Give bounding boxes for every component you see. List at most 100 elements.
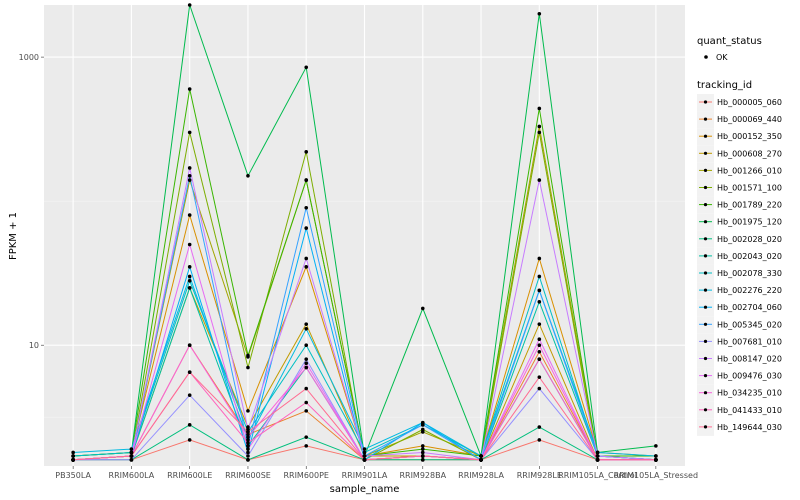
data-point bbox=[246, 438, 250, 442]
data-point bbox=[246, 454, 250, 458]
data-point bbox=[537, 288, 542, 293]
legend-color-entries: Hb_000005_060 Hb_000069_440 Hb_000152_350 H… bbox=[697, 94, 782, 436]
legend-point-key bbox=[703, 374, 708, 378]
data-point bbox=[420, 427, 425, 432]
legend-series-label: Hb_041433_010 bbox=[717, 406, 782, 415]
data-point bbox=[246, 447, 250, 451]
data-point bbox=[304, 65, 309, 70]
legend-point-key bbox=[703, 254, 708, 258]
data-point bbox=[479, 458, 483, 462]
data-point bbox=[246, 435, 250, 439]
data-point bbox=[246, 432, 250, 437]
data-point bbox=[246, 444, 250, 448]
data-point bbox=[537, 349, 542, 354]
data-point bbox=[654, 454, 658, 458]
legend-shape-label: OK bbox=[716, 53, 728, 62]
data-point bbox=[537, 438, 542, 442]
data-point bbox=[420, 447, 425, 451]
data-point bbox=[537, 124, 542, 129]
data-point bbox=[537, 130, 542, 135]
data-point bbox=[362, 454, 367, 458]
legend-shape-entries: OK bbox=[704, 53, 728, 62]
legend-series-label: Hb_009476_030 bbox=[717, 372, 782, 381]
data-point bbox=[537, 274, 542, 279]
legend-point-key bbox=[703, 271, 708, 275]
data-point bbox=[304, 444, 309, 448]
x-tick-label: RRIM600LE bbox=[167, 471, 212, 480]
data-point bbox=[129, 450, 134, 455]
data-point bbox=[187, 274, 192, 279]
data-point bbox=[420, 454, 425, 458]
data-point bbox=[246, 353, 250, 358]
data-point bbox=[187, 130, 192, 135]
legend-point-key bbox=[703, 220, 708, 224]
legend-point-key bbox=[703, 117, 708, 121]
data-point bbox=[304, 178, 309, 182]
data-point bbox=[304, 357, 309, 361]
data-point bbox=[71, 454, 75, 458]
data-point bbox=[304, 256, 309, 261]
y-tick-label: 1000 bbox=[19, 53, 39, 62]
data-point bbox=[129, 458, 134, 462]
legend: quant_status OK tracking_id Hb_000005_06… bbox=[697, 36, 782, 436]
x-tick-label: RRIM600SE bbox=[225, 471, 271, 480]
legend-point-key bbox=[703, 408, 708, 412]
data-point bbox=[246, 365, 250, 370]
data-point bbox=[537, 386, 542, 391]
data-point bbox=[537, 106, 542, 111]
legend-series-label: Hb_034235_010 bbox=[717, 389, 782, 398]
data-point bbox=[654, 444, 658, 448]
data-point bbox=[537, 300, 542, 304]
data-point bbox=[537, 343, 542, 347]
legend-point-key bbox=[703, 185, 708, 190]
data-point bbox=[362, 450, 367, 455]
data-point bbox=[362, 458, 367, 462]
legend-color-title: tracking_id bbox=[697, 80, 752, 91]
data-point bbox=[246, 430, 250, 434]
x-tick-label: RRIM928BA bbox=[399, 471, 446, 480]
data-point bbox=[304, 205, 309, 210]
data-point bbox=[304, 326, 309, 331]
legend-series-label: Hb_000608_270 bbox=[717, 149, 782, 158]
legend-series-label: Hb_002704_060 bbox=[717, 303, 782, 312]
data-point bbox=[187, 370, 192, 374]
legend-point-key bbox=[703, 391, 708, 395]
legend-series-label: Hb_000069_440 bbox=[717, 115, 782, 124]
legend-series-label: Hb_002028_020 bbox=[717, 235, 782, 244]
legend-point-key bbox=[703, 356, 708, 361]
y-axis-ticks: 10 1000 bbox=[19, 53, 44, 350]
x-tick-label: RRIM600PE bbox=[283, 471, 329, 480]
legend-series-label: Hb_001571_100 bbox=[717, 184, 782, 193]
x-tick-label: RRIM105LA_Control bbox=[558, 471, 637, 480]
legend-point-key bbox=[703, 203, 708, 207]
data-point bbox=[537, 337, 542, 342]
data-point bbox=[71, 450, 75, 455]
legend-series-label: Hb_001266_010 bbox=[717, 166, 782, 175]
y-tick-label: 10 bbox=[29, 341, 39, 350]
data-point bbox=[479, 454, 483, 458]
data-point bbox=[187, 173, 192, 178]
legend-point-key bbox=[703, 134, 708, 138]
data-point bbox=[187, 286, 192, 290]
legend-point-key bbox=[703, 100, 708, 104]
data-point bbox=[187, 242, 192, 247]
legend-series-label: Hb_149644_030 bbox=[717, 423, 782, 432]
data-point bbox=[304, 226, 309, 230]
data-point bbox=[595, 454, 600, 458]
data-point bbox=[420, 458, 425, 462]
x-tick-label: RRIM105LA_Stressed bbox=[614, 471, 698, 480]
data-point bbox=[187, 278, 192, 283]
data-point bbox=[187, 393, 192, 397]
data-point bbox=[187, 166, 192, 170]
data-point bbox=[420, 423, 425, 427]
legend-series-label: Hb_001789_220 bbox=[717, 201, 782, 210]
data-point bbox=[71, 458, 75, 462]
x-axis-ticks: PB350LA RRIM600LA RRIM600LE RRIM600SE RRIM60… bbox=[55, 466, 698, 480]
legend-point-key bbox=[703, 237, 708, 241]
data-point bbox=[187, 178, 192, 182]
data-point bbox=[362, 447, 367, 451]
data-point bbox=[304, 400, 309, 405]
data-point bbox=[246, 441, 250, 445]
data-point bbox=[654, 458, 658, 462]
